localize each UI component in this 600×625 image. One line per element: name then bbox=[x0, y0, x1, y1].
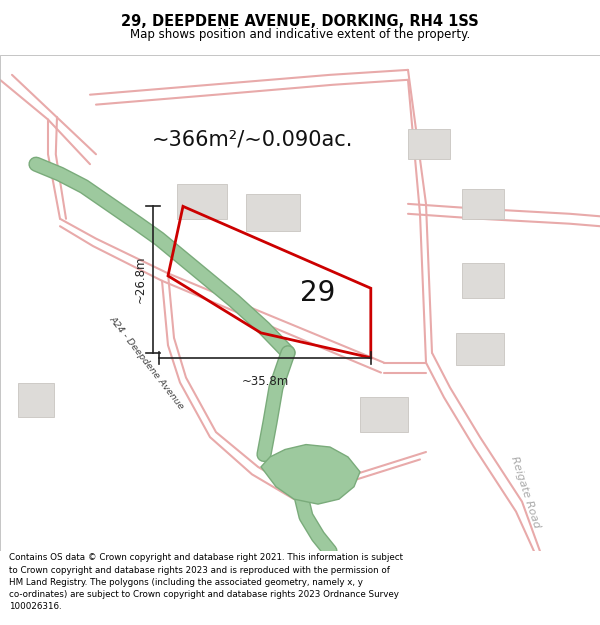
Text: A24 - Deepdene Avenue: A24 - Deepdene Avenue bbox=[108, 314, 186, 411]
Text: Reigate Road: Reigate Road bbox=[509, 454, 541, 529]
Polygon shape bbox=[408, 129, 450, 159]
Polygon shape bbox=[246, 194, 300, 231]
Polygon shape bbox=[18, 382, 54, 418]
Text: Contains OS data © Crown copyright and database right 2021. This information is : Contains OS data © Crown copyright and d… bbox=[9, 554, 403, 611]
Text: 29, DEEPDENE AVENUE, DORKING, RH4 1SS: 29, DEEPDENE AVENUE, DORKING, RH4 1SS bbox=[121, 14, 479, 29]
Polygon shape bbox=[456, 333, 504, 365]
Polygon shape bbox=[360, 398, 408, 432]
Text: ~26.8m: ~26.8m bbox=[133, 256, 146, 303]
Polygon shape bbox=[462, 263, 504, 298]
Polygon shape bbox=[462, 189, 504, 219]
Polygon shape bbox=[261, 444, 360, 504]
Text: ~366m²/~0.090ac.: ~366m²/~0.090ac. bbox=[151, 129, 353, 149]
Text: 29: 29 bbox=[301, 279, 335, 308]
Text: Map shows position and indicative extent of the property.: Map shows position and indicative extent… bbox=[130, 28, 470, 41]
Polygon shape bbox=[177, 184, 227, 219]
Text: ~35.8m: ~35.8m bbox=[241, 375, 289, 388]
